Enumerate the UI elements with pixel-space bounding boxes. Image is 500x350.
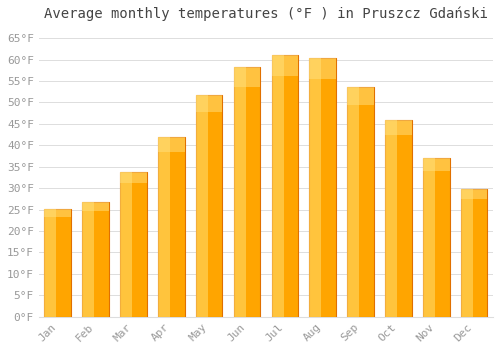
Bar bbox=[423, 158, 435, 317]
Bar bbox=[234, 67, 260, 317]
Bar bbox=[272, 55, 283, 317]
Bar bbox=[82, 202, 109, 317]
Bar bbox=[461, 189, 473, 317]
Bar bbox=[44, 209, 71, 217]
Bar bbox=[82, 202, 94, 317]
Bar bbox=[120, 172, 132, 317]
Bar bbox=[385, 120, 411, 317]
Bar bbox=[120, 172, 146, 317]
Bar bbox=[348, 87, 359, 317]
Bar bbox=[82, 202, 109, 211]
Bar bbox=[385, 120, 411, 135]
Bar bbox=[272, 55, 298, 317]
Bar bbox=[348, 87, 374, 317]
Bar bbox=[310, 58, 336, 317]
Bar bbox=[158, 137, 170, 317]
Bar bbox=[423, 158, 450, 171]
Bar bbox=[158, 137, 184, 317]
Bar bbox=[196, 95, 222, 112]
Bar bbox=[44, 209, 71, 317]
Bar bbox=[272, 55, 298, 76]
Bar bbox=[158, 137, 184, 152]
Bar bbox=[196, 95, 222, 317]
Bar bbox=[461, 189, 487, 199]
Bar bbox=[196, 95, 208, 317]
Bar bbox=[44, 209, 56, 317]
Bar bbox=[120, 172, 146, 183]
Bar bbox=[461, 189, 487, 317]
Bar bbox=[234, 67, 245, 317]
Bar bbox=[348, 87, 374, 105]
Title: Average monthly temperatures (°F ) in Pruszcz Gdański: Average monthly temperatures (°F ) in Pr… bbox=[44, 7, 488, 21]
Bar bbox=[234, 67, 260, 87]
Bar bbox=[385, 120, 397, 317]
Bar bbox=[310, 58, 336, 78]
Bar bbox=[310, 58, 322, 317]
Bar bbox=[423, 158, 450, 317]
